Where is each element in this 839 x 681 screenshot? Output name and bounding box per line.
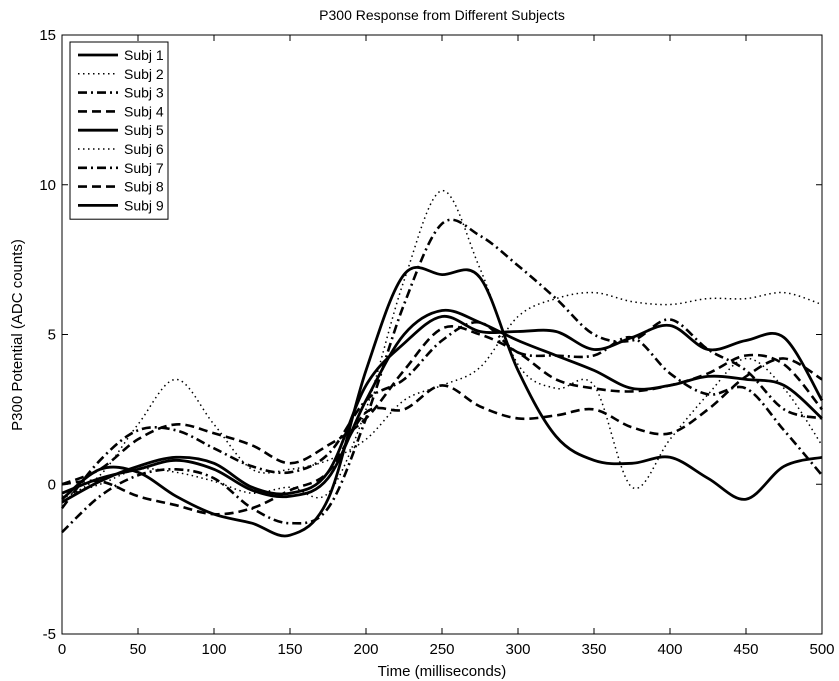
legend-label: Subj 6 <box>124 141 164 157</box>
legend-label: Subj 9 <box>124 197 164 213</box>
series-line-9 <box>61 315 824 504</box>
series-line-5 <box>61 266 823 538</box>
x-tick-label: 500 <box>809 641 834 658</box>
y-tick-label: 15 <box>39 27 56 44</box>
y-tick-label: 0 <box>48 476 56 493</box>
y-axis-label: P300 Potential (ADC counts) <box>9 239 26 431</box>
series-line-3 <box>61 218 823 534</box>
legend-label: Subj 4 <box>124 103 164 119</box>
y-tick-label: 5 <box>48 327 56 344</box>
x-tick-label: 350 <box>581 641 606 658</box>
legend-label: Subj 3 <box>124 85 164 101</box>
series-line-7 <box>60 321 823 510</box>
legend-label: Subj 5 <box>124 122 164 138</box>
legend-label: Subj 7 <box>124 160 164 176</box>
x-tick-label: 400 <box>657 641 682 658</box>
legend-label: Subj 2 <box>124 66 164 82</box>
chart-title: P300 Response from Different Subjects <box>319 7 565 23</box>
y-tick-label: -5 <box>43 626 56 643</box>
x-tick-label: 300 <box>505 641 530 658</box>
series-line-6 <box>61 189 823 499</box>
legend-label: Subj 8 <box>124 179 164 195</box>
x-tick-label: 250 <box>429 641 454 658</box>
series-line-8 <box>61 325 824 486</box>
y-tick-label: 10 <box>39 177 56 194</box>
legend-label: Subj 1 <box>124 47 164 63</box>
legend: Subj 1 Subj 2 Subj 3 Subj 4 Subj 5 Subj 6 Subj… <box>69 41 169 220</box>
plot-frame <box>61 34 823 635</box>
x-tick-label: 150 <box>277 641 302 658</box>
x-axis-label: Time (milliseconds) <box>378 663 507 680</box>
x-tick-label: 50 <box>130 641 147 658</box>
x-tick-label: 200 <box>353 641 378 658</box>
x-tick-label: 100 <box>201 641 226 658</box>
series-line-4 <box>61 357 823 516</box>
x-tick-label: 0 <box>58 641 66 658</box>
x-tick-label: 450 <box>733 641 758 658</box>
